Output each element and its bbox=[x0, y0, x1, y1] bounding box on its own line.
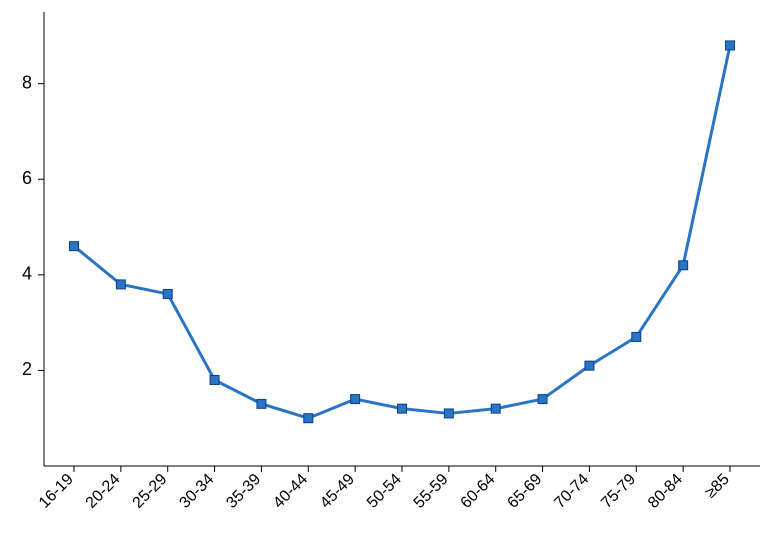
series-marker bbox=[163, 289, 172, 298]
series-marker bbox=[398, 404, 407, 413]
series-marker bbox=[116, 280, 125, 289]
series-marker bbox=[632, 332, 641, 341]
series-marker bbox=[210, 375, 219, 384]
y-tick-label: 4 bbox=[22, 264, 32, 284]
series-marker bbox=[70, 242, 79, 251]
series-marker bbox=[726, 41, 735, 50]
series-marker bbox=[585, 361, 594, 370]
chart-svg: 246816-1920-2425-2930-3435-3940-4445-495… bbox=[0, 0, 767, 547]
series-marker bbox=[257, 399, 266, 408]
series-marker bbox=[538, 395, 547, 404]
line-chart: 246816-1920-2425-2930-3435-3940-4445-495… bbox=[0, 0, 767, 547]
series-marker bbox=[444, 409, 453, 418]
y-tick-label: 8 bbox=[22, 72, 32, 92]
series-marker bbox=[679, 261, 688, 270]
y-tick-label: 6 bbox=[22, 168, 32, 188]
y-tick-label: 2 bbox=[22, 359, 32, 379]
series-marker bbox=[351, 395, 360, 404]
series-marker bbox=[304, 414, 313, 423]
series-marker bbox=[491, 404, 500, 413]
